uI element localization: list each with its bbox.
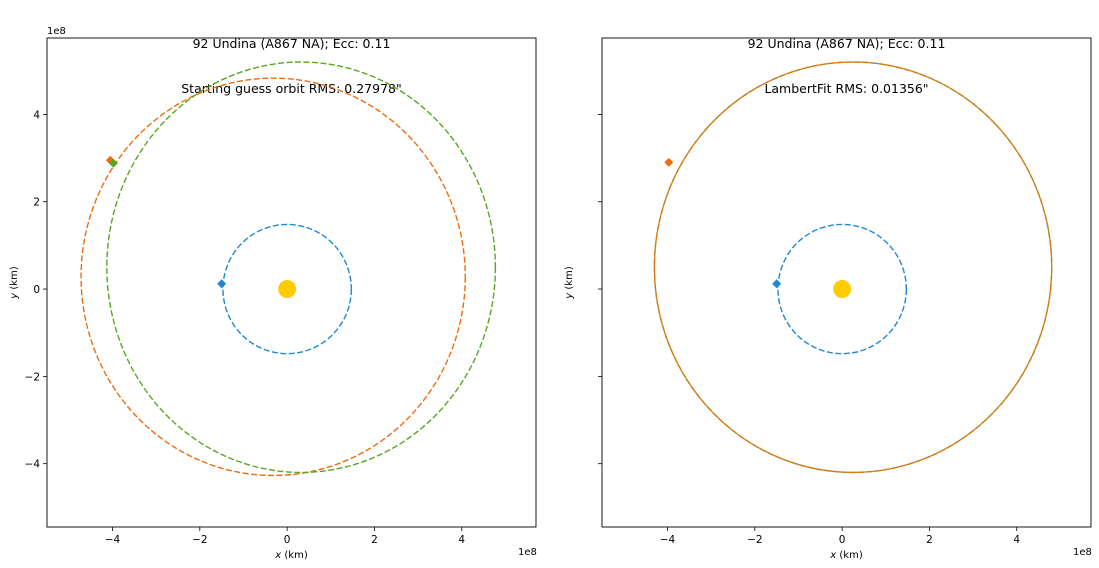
y-tick-label: −4 <box>25 459 41 471</box>
x-tick-label: 4 <box>1013 534 1020 546</box>
panel-title-right: 92 Undina (A867 NA); Ecc: 0.11 LambertFi… <box>602 6 1091 111</box>
axes-frame <box>601 37 1092 528</box>
axes-frame <box>46 37 537 528</box>
x-tick-label: 4 <box>458 534 465 546</box>
plot-area <box>80 61 497 477</box>
orbit-path-1 <box>777 223 908 355</box>
x-tick-label: 0 <box>284 534 291 546</box>
orbit-path-2 <box>80 77 466 477</box>
orbit-path-1 <box>222 223 353 355</box>
y-offset-label: 1e8 <box>47 26 66 37</box>
x-tick-label: 2 <box>371 534 378 546</box>
title-line-2: Starting guess orbit RMS: 0.27978" <box>181 81 402 96</box>
orbit-path-3 <box>106 61 497 474</box>
position-marker-3 <box>108 158 118 168</box>
y-tick-label: 0 <box>33 284 40 296</box>
position-marker-2 <box>664 157 674 167</box>
x-tick-label: −2 <box>747 534 762 546</box>
x-offset-label: 1e8 <box>518 547 537 558</box>
position-marker-1 <box>772 279 782 289</box>
title-line-2: LambertFit RMS: 0.01356" <box>764 81 929 96</box>
position-marker-1 <box>217 279 227 289</box>
y-tick-label: 2 <box>33 197 40 209</box>
y-tick-label: 4 <box>33 109 40 121</box>
chart-panel-1: −4 −2 0 2 4 −4 −2 0 2 4 1e8 1e8 x (km) y (km) <box>9 26 537 561</box>
x-tick-label: 0 <box>839 534 846 546</box>
orbit-path-2 <box>653 61 1053 474</box>
orbit-path-3 <box>653 61 1053 474</box>
plot-area <box>653 61 1053 474</box>
x-tick-label: 2 <box>926 534 933 546</box>
title-line-1: 92 Undina (A867 NA); Ecc: 0.11 <box>747 36 946 51</box>
x-tick-label: −2 <box>192 534 207 546</box>
y-tick-label: −2 <box>25 371 40 383</box>
sun-marker <box>833 280 852 299</box>
x-offset-label: 1e8 <box>1073 547 1092 558</box>
y-axis-label: y (km) <box>9 266 20 300</box>
title-line-1: 92 Undina (A867 NA); Ecc: 0.11 <box>192 36 391 51</box>
panel-title-left: 92 Undina (A867 NA); Ecc: 0.11 Starting … <box>47 6 536 111</box>
y-axis-label: y (km) <box>564 266 575 300</box>
sun-marker <box>278 280 297 299</box>
x-axis-label: x (km) <box>829 550 863 561</box>
x-axis-label: x (km) <box>274 550 308 561</box>
x-tick-label: −4 <box>105 534 121 546</box>
x-tick-label: −4 <box>660 534 676 546</box>
chart-panel-2: −4 −2 0 2 4 1e8 x (km) y (km) <box>564 37 1092 561</box>
